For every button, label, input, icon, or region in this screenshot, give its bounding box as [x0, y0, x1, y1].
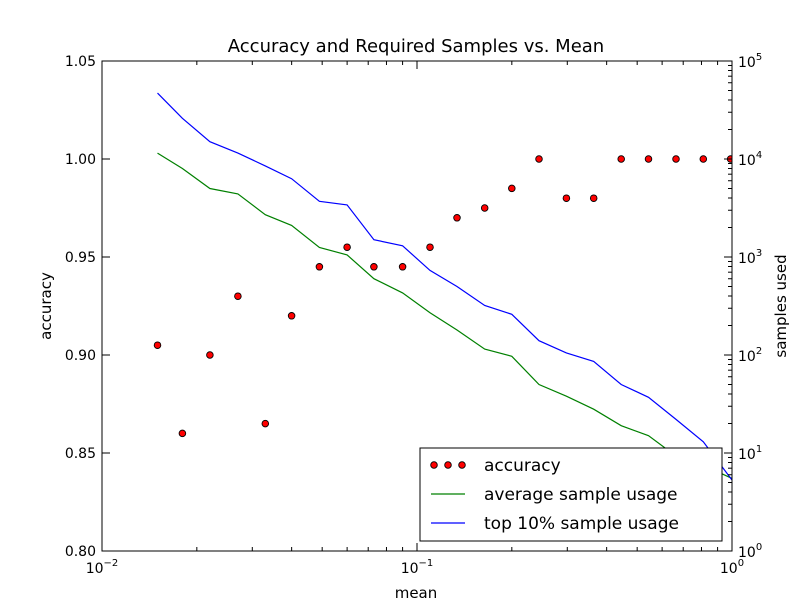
x-axis-label: mean [395, 584, 438, 602]
accuracy-point-8 [370, 263, 378, 271]
accuracy-point-10 [426, 243, 434, 251]
x-tick-label: 100 [720, 558, 744, 577]
legend-label-0: accuracy [484, 456, 561, 476]
legend: accuracy average sample usage top 10% samp… [419, 447, 723, 542]
accuracy-point-9 [398, 263, 407, 271]
left-y-tick-label: 1.00 [65, 152, 96, 168]
legend-marker-accuracy [458, 461, 466, 469]
x-tick-label: 10−1 [401, 558, 434, 577]
chart-title: Accuracy and Required Samples vs. Mean [228, 36, 604, 57]
legend-box [419, 447, 723, 542]
right-y-tick-label: 105 [738, 52, 762, 71]
accuracy-point-12 [480, 204, 489, 212]
accuracy-point-13 [508, 184, 516, 193]
right-y-tick-label: 102 [738, 346, 762, 365]
left-y-tick-label: 0.80 [65, 544, 96, 560]
legend-marker-accuracy [444, 461, 452, 469]
legend-label-1: average sample usage [484, 485, 678, 505]
accuracy-point-7 [343, 243, 351, 251]
accuracy-point-6 [315, 263, 324, 271]
accuracy-point-18 [644, 155, 653, 163]
right-y-axis-label: samples used [772, 254, 790, 357]
plot-content [153, 92, 732, 481]
accuracy-point-4 [261, 419, 270, 428]
axes: 10−2 10−1 100 0.80 0.85 0.90 0.95 1.00 1.05 100 10… [65, 52, 762, 577]
left-y-tick-label: 1.05 [65, 54, 96, 70]
right-y-tick-label: 103 [738, 248, 762, 267]
accuracy-point-11 [453, 214, 461, 222]
left-y-axis-label: accuracy [37, 272, 55, 340]
accuracy-point-5 [287, 312, 296, 320]
left-y-tick-label: 0.95 [65, 250, 96, 266]
series-line-1 [157, 152, 732, 479]
accuracy-point-19 [672, 155, 680, 163]
accuracy-point-20 [699, 155, 708, 163]
accuracy-point-16 [589, 194, 598, 202]
right-y-tick-label: 101 [738, 444, 762, 463]
left-y-tick-label: 0.90 [65, 348, 96, 364]
accuracy-point-15 [562, 194, 571, 202]
legend-label-2: top 10% sample usage [484, 514, 679, 534]
right-y-tick-label: 104 [738, 150, 762, 169]
right-y-tick-label: 100 [738, 542, 762, 561]
accuracy-point-0 [153, 341, 162, 349]
left-y-tick-label: 0.85 [65, 446, 96, 462]
series-line-2 [157, 92, 732, 481]
accuracy-point-17 [617, 155, 625, 163]
legend-marker-accuracy [430, 461, 438, 469]
accuracy-point-1 [178, 429, 187, 438]
accuracy-point-2 [206, 351, 214, 359]
accuracy-point-14 [535, 155, 543, 163]
x-tick-label: 10−2 [86, 558, 119, 577]
plot-area [153, 92, 732, 481]
accuracy-point-3 [234, 292, 242, 300]
